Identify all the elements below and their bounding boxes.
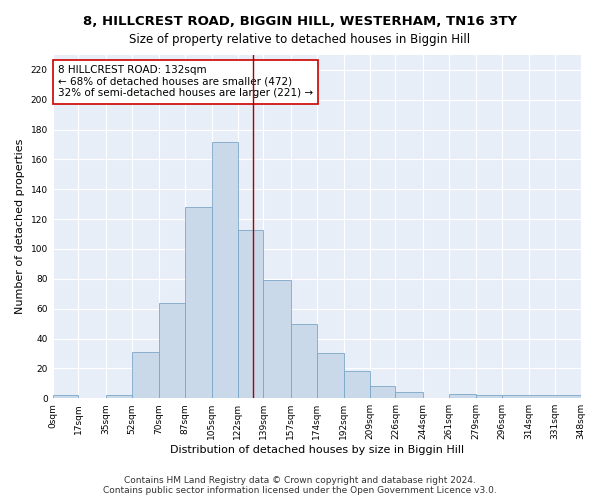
Bar (395, 392, 423, 398)
Bar (344, 372, 370, 398)
Text: 8 HILLCREST ROAD: 132sqm
← 68% of detached houses are smaller (472)
32% of semi-: 8 HILLCREST ROAD: 132sqm ← 68% of detach… (58, 66, 313, 98)
Bar (370, 386, 395, 398)
Bar (317, 354, 344, 398)
Bar (131, 352, 159, 398)
Bar (238, 230, 263, 398)
Bar (53, 395, 79, 398)
Bar (263, 280, 291, 398)
Text: 8, HILLCREST ROAD, BIGGIN HILL, WESTERHAM, TN16 3TY: 8, HILLCREST ROAD, BIGGIN HILL, WESTERHA… (83, 15, 517, 28)
X-axis label: Distribution of detached houses by size in Biggin Hill: Distribution of detached houses by size … (170, 445, 464, 455)
Text: Size of property relative to detached houses in Biggin Hill: Size of property relative to detached ho… (130, 32, 470, 46)
Y-axis label: Number of detached properties: Number of detached properties (15, 139, 25, 314)
Bar (291, 324, 317, 398)
Bar (212, 142, 238, 398)
Text: Contains HM Land Registry data © Crown copyright and database right 2024.
Contai: Contains HM Land Registry data © Crown c… (103, 476, 497, 495)
Bar (502, 395, 581, 398)
Bar (106, 395, 131, 398)
Bar (185, 207, 212, 398)
Bar (159, 302, 185, 398)
Bar (476, 395, 502, 398)
Bar (449, 394, 476, 398)
